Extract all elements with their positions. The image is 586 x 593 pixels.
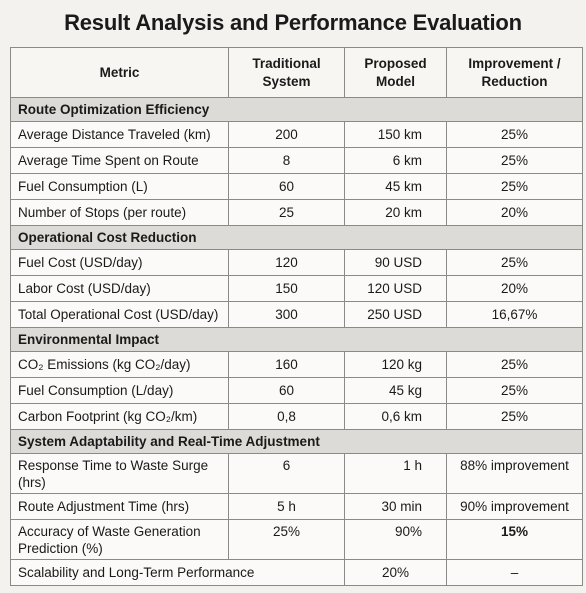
proposed-cell: 45 kg (344, 377, 447, 404)
improvement-cell: 90% improvement (446, 493, 583, 520)
metric-cell: Response Time to Waste Surge (hrs) (10, 453, 229, 494)
metric-cell: Total Operational Cost (USD/day) (10, 301, 229, 328)
table-row: Fuel Cost (USD/day) 120 90 USD 25% (10, 249, 583, 276)
table-row: Fuel Consumption (L/day) 60 45 kg 25% (10, 377, 583, 404)
traditional-cell: 160 (228, 351, 345, 378)
proposed-cell: 20% (344, 559, 447, 586)
table-row: Average Time Spent on Route 8 6 km 25% (10, 147, 583, 174)
improvement-cell: 25% (446, 173, 583, 200)
improvement-cell: 20% (446, 199, 583, 226)
section-row: System Adaptability and Real-Time Adjust… (10, 429, 583, 454)
improvement-cell: 25% (446, 377, 583, 404)
header-metric: Metric (10, 47, 229, 98)
improvement-cell: 25% (446, 403, 583, 430)
traditional-cell: 25 (228, 199, 345, 226)
metric-cell: Carbon Footprint (kg CO₂/km) (10, 403, 229, 430)
traditional-cell: 5 h (228, 493, 345, 520)
proposed-cell: 90 USD (344, 249, 447, 276)
metric-cell: Fuel Consumption (L/day) (10, 377, 229, 404)
table-row: Fuel Consumption (L) 60 45 km 25% (10, 173, 583, 200)
section-title: Route Optimization Efficiency (10, 97, 583, 122)
table-row: Total Operational Cost (USD/day) 300 250… (10, 301, 583, 328)
metric-cell: Fuel Consumption (L) (10, 173, 229, 200)
proposed-cell: 90% (344, 519, 447, 560)
improvement-cell: 20% (446, 275, 583, 302)
header-traditional: Traditional System (228, 47, 345, 98)
traditional-cell: 8 (228, 147, 345, 174)
results-table: Metric Traditional System Proposed Model… (10, 47, 583, 586)
table-row: Scalability and Long-Term Performance 20… (10, 559, 583, 586)
traditional-cell: 300 (228, 301, 345, 328)
metric-cell: CO₂ Emissions (kg CO₂/day) (10, 351, 229, 378)
header-row: Metric Traditional System Proposed Model… (10, 47, 583, 98)
traditional-cell: 60 (228, 377, 345, 404)
traditional-cell: 200 (228, 121, 345, 148)
metric-cell: Route Adjustment Time (hrs) (10, 493, 229, 520)
proposed-cell: 120 USD (344, 275, 447, 302)
metric-cell: Average Distance Traveled (km) (10, 121, 229, 148)
traditional-cell: 25% (228, 519, 345, 560)
metric-cell: Accuracy of Waste Generation Prediction … (10, 519, 229, 560)
proposed-cell: 1 h (344, 453, 447, 494)
metric-cell: Labor Cost (USD/day) (10, 275, 229, 302)
proposed-cell: 30 min (344, 493, 447, 520)
table-row: CO₂ Emissions (kg CO₂/day) 160 120 kg 25… (10, 351, 583, 378)
table-row: Carbon Footprint (kg CO₂/km) 0,8 0,6 km … (10, 403, 583, 430)
table-row: Accuracy of Waste Generation Prediction … (10, 519, 583, 560)
table-row: Response Time to Waste Surge (hrs) 6 1 h… (10, 453, 583, 494)
metric-cell: Fuel Cost (USD/day) (10, 249, 229, 276)
traditional-cell: 6 (228, 453, 345, 494)
improvement-cell: 25% (446, 249, 583, 276)
metric-cell: Scalability and Long-Term Performance (10, 559, 345, 586)
improvement-cell: – (446, 559, 583, 586)
proposed-cell: 150 km (344, 121, 447, 148)
metric-cell: Average Time Spent on Route (10, 147, 229, 174)
table-row: Average Distance Traveled (km) 200 150 k… (10, 121, 583, 148)
header-improvement: Improvement / Reduction (446, 47, 583, 98)
improvement-cell: 25% (446, 121, 583, 148)
proposed-cell: 6 km (344, 147, 447, 174)
proposed-cell: 0,6 km (344, 403, 447, 430)
proposed-cell: 20 km (344, 199, 447, 226)
improvement-cell: 25% (446, 351, 583, 378)
section-row: Environmental Impact (10, 327, 583, 352)
traditional-cell: 60 (228, 173, 345, 200)
traditional-cell: 150 (228, 275, 345, 302)
traditional-cell: 0,8 (228, 403, 345, 430)
proposed-cell: 250 USD (344, 301, 447, 328)
section-row: Operational Cost Reduction (10, 225, 583, 250)
improvement-cell: 16,67% (446, 301, 583, 328)
section-row: Route Optimization Efficiency (10, 97, 583, 122)
table-row: Labor Cost (USD/day) 150 120 USD 20% (10, 275, 583, 302)
metric-cell: Number of Stops (per route) (10, 199, 229, 226)
header-proposed: Proposed Model (344, 47, 447, 98)
table-row: Route Adjustment Time (hrs) 5 h 30 min 9… (10, 493, 583, 520)
section-title: Operational Cost Reduction (10, 225, 583, 250)
section-title: System Adaptability and Real-Time Adjust… (10, 429, 583, 454)
improvement-cell: 15% (446, 519, 583, 560)
traditional-cell: 120 (228, 249, 345, 276)
page-title: Result Analysis and Performance Evaluati… (64, 10, 522, 35)
proposed-cell: 45 km (344, 173, 447, 200)
section-title: Environmental Impact (10, 327, 583, 352)
improvement-cell: 88% improvement (446, 453, 583, 494)
proposed-cell: 120 kg (344, 351, 447, 378)
table-row: Number of Stops (per route) 25 20 km 20% (10, 199, 583, 226)
improvement-cell: 25% (446, 147, 583, 174)
